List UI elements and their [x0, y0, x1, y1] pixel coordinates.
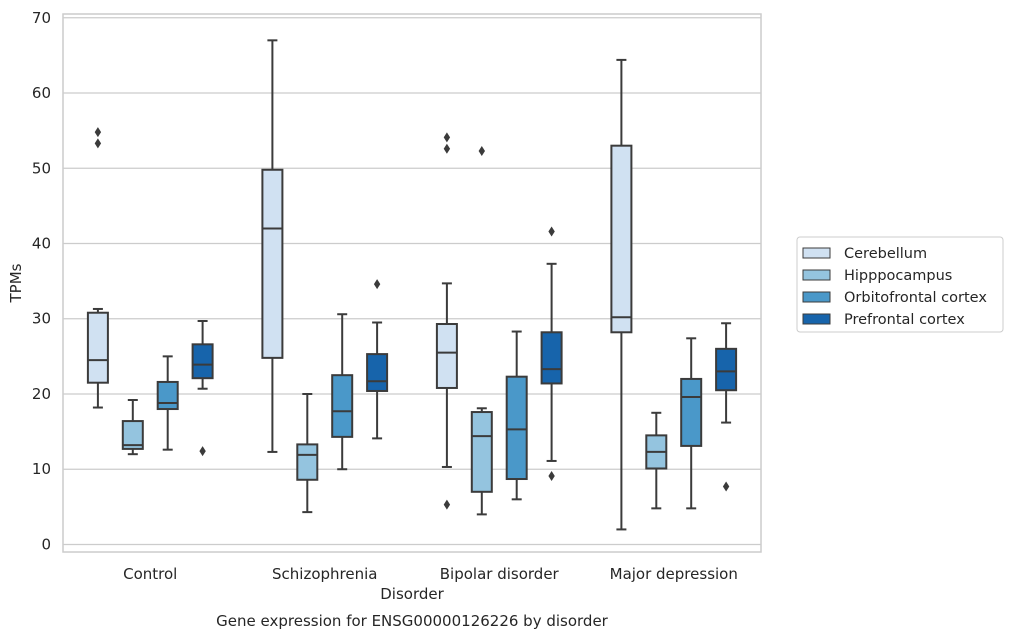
outlier-point [443, 143, 451, 154]
x-tick-label: Schizophrenia [272, 565, 377, 583]
outlier-point [199, 446, 206, 457]
x-tick-label: Bipolar disorder [440, 565, 560, 583]
outlier-point [722, 481, 730, 492]
box-group [505, 330, 528, 501]
box-iqr [296, 443, 319, 481]
legend-frame [796, 236, 1004, 333]
outlier-point [94, 127, 102, 138]
box-group [191, 319, 214, 457]
outlier-point [548, 226, 555, 237]
outlier-point [548, 471, 555, 482]
box-group [680, 337, 703, 510]
box-iqr [435, 323, 458, 389]
y-tick-label: 40 [32, 234, 51, 252]
box-group [261, 39, 284, 453]
box-group [86, 127, 109, 409]
box-iqr [610, 144, 633, 334]
outlier-point [443, 132, 451, 143]
box-iqr [156, 380, 179, 411]
x-axis-ticks: Control Schizophrenia Bipolar disorder Majo… [123, 565, 738, 583]
box-group [645, 411, 668, 510]
y-tick-label: 60 [32, 84, 51, 102]
legend-swatch [802, 313, 831, 325]
box-iqr [191, 343, 214, 380]
box-group [121, 399, 144, 456]
box-group [331, 313, 354, 471]
plot-frame [62, 13, 762, 553]
box-group [715, 322, 738, 492]
x-tick-label: Major depression [610, 565, 738, 583]
legend-label: Orbitofrontal cortex [844, 290, 987, 306]
outlier-point [443, 499, 451, 510]
gridlines [63, 17, 761, 546]
box-group [610, 58, 633, 531]
box-group [540, 226, 563, 482]
y-tick-label: 0 [41, 535, 51, 553]
box-group [366, 279, 389, 440]
legend: Cerebellum Hipppocampus Orbitofrontal cort… [796, 236, 1004, 333]
y-tick-label: 70 [32, 9, 51, 27]
boxes [86, 39, 738, 531]
box-group [470, 145, 493, 516]
legend-swatch [802, 291, 831, 303]
box-iqr [505, 375, 528, 481]
box-iqr [470, 411, 493, 493]
y-axis-label: TPMs [7, 263, 25, 303]
box-group [435, 132, 458, 510]
box-group [296, 392, 319, 514]
legend-swatch [802, 269, 831, 281]
legend-swatch [802, 247, 831, 259]
box-iqr [86, 311, 109, 384]
x-tick-label: Control [123, 565, 177, 583]
box-group [156, 355, 179, 451]
y-axis-ticks: 0 10 20 30 40 50 60 70 [32, 9, 51, 554]
box-iqr [331, 374, 354, 438]
y-tick-label: 20 [32, 385, 51, 403]
box-iqr [680, 377, 703, 447]
box-iqr [715, 347, 738, 392]
box-iqr [261, 168, 284, 359]
legend-label: Hipppocampus [844, 268, 952, 284]
outlier-point [94, 138, 102, 149]
chart-title: Gene expression for ENSG00000126226 by d… [216, 612, 609, 630]
x-axis-label: Disorder [380, 585, 444, 603]
box-iqr [540, 331, 563, 385]
y-tick-label: 10 [32, 460, 51, 478]
box-iqr [366, 353, 389, 392]
outlier-point [478, 145, 485, 156]
y-tick-label: 30 [32, 310, 51, 328]
outlier-point [373, 279, 381, 290]
box-iqr [121, 420, 144, 450]
legend-label: Cerebellum [844, 246, 927, 262]
y-tick-label: 50 [32, 159, 51, 177]
legend-label: Prefrontal cortex [844, 312, 965, 328]
